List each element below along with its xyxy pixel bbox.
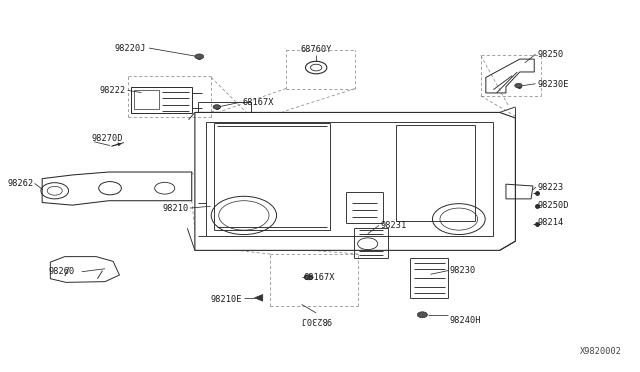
Text: 98231: 98231: [380, 221, 406, 230]
Text: 98230E: 98230E: [538, 80, 569, 89]
Text: 98250: 98250: [538, 50, 564, 59]
Text: 98230J: 98230J: [300, 315, 332, 324]
Text: 68167X: 68167X: [303, 273, 335, 282]
Text: 98220J: 98220J: [115, 44, 147, 52]
Circle shape: [304, 275, 313, 280]
Text: 98222: 98222: [99, 86, 125, 95]
Text: 98210E: 98210E: [211, 295, 242, 304]
Text: 98250D: 98250D: [538, 201, 569, 210]
Text: 98223: 98223: [538, 183, 564, 192]
Text: 98210: 98210: [163, 203, 189, 212]
Text: 68760Y: 68760Y: [300, 45, 332, 54]
Circle shape: [515, 83, 522, 88]
Circle shape: [195, 54, 204, 59]
Text: 98230: 98230: [449, 266, 476, 275]
Text: 98270D: 98270D: [91, 134, 123, 143]
Text: X9820002: X9820002: [580, 347, 622, 356]
Text: 98262: 98262: [7, 179, 33, 188]
Text: 98240H: 98240H: [449, 317, 481, 326]
Polygon shape: [255, 295, 263, 301]
Text: 98260: 98260: [49, 267, 75, 276]
Text: 68167X: 68167X: [242, 97, 273, 107]
Text: 98214: 98214: [538, 218, 564, 227]
Circle shape: [417, 312, 428, 318]
Circle shape: [213, 105, 221, 109]
